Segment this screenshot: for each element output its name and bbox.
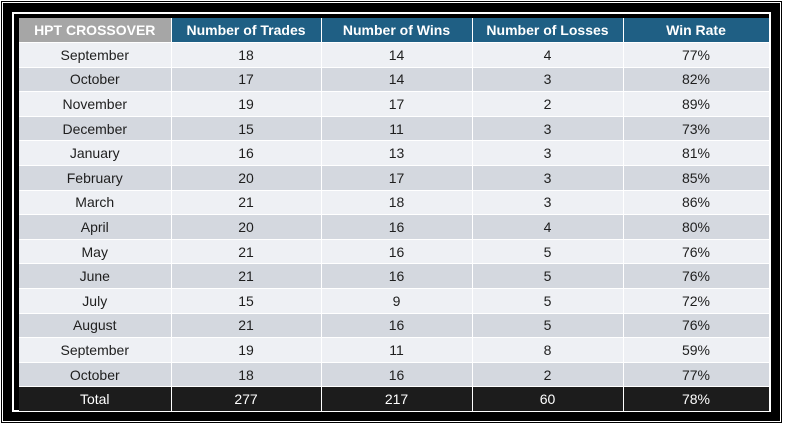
wins-cell: 16 [321,362,473,388]
month-cell: May [19,239,172,265]
wins-cell: 16 [321,313,473,339]
win-rate-cell: 85% [623,165,770,191]
losses-cell: 3 [472,190,624,216]
win-rate-cell: 86% [623,190,770,216]
table-row: September 18 14 4 77% [19,42,770,68]
trades-cell: 21 [171,263,322,289]
wins-cell: 9 [321,288,473,314]
trades-cell: 18 [171,42,322,68]
trades-cell: 20 [171,214,322,240]
wins-cell: 13 [321,140,473,166]
trades-cell: 19 [171,337,322,363]
wins-cell: 11 [321,116,473,142]
wins-cell: 16 [321,239,473,265]
trades-cell: 19 [171,91,322,117]
month-cell: July [19,288,172,314]
win-rate-cell: 76% [623,239,770,265]
header-number-of-wins: Number of Wins [321,18,473,43]
total-win-rate: 78% [623,386,770,413]
table-row: May 21 16 5 76% [19,239,770,265]
month-cell: March [19,190,172,216]
table-row: July 15 9 5 72% [19,288,770,314]
win-rate-cell: 77% [623,362,770,388]
header-win-rate: Win Rate [623,18,770,43]
trades-cell: 16 [171,140,322,166]
trades-table: HPT CROSSOVER Number of Trades Number of… [19,18,770,413]
losses-cell: 5 [472,263,624,289]
table-row: October 18 16 2 77% [19,362,770,388]
month-cell: October [19,67,172,93]
table-row: April 20 16 4 80% [19,214,770,240]
trades-cell: 21 [171,239,322,265]
wins-cell: 14 [321,67,473,93]
trades-cell: 21 [171,190,322,216]
trades-cell: 15 [171,116,322,142]
table-row: June 21 16 5 76% [19,263,770,289]
table-row: December 15 11 3 73% [19,116,770,142]
month-cell: September [19,42,172,68]
table-row: March 21 18 3 86% [19,190,770,216]
wins-cell: 17 [321,91,473,117]
wins-cell: 16 [321,263,473,289]
wins-cell: 17 [321,165,473,191]
win-rate-cell: 80% [623,214,770,240]
trades-cell: 18 [171,362,322,388]
wins-cell: 18 [321,190,473,216]
total-row: Total 277 217 60 78% [19,386,770,413]
table-row: October 17 14 3 82% [19,67,770,93]
month-cell: December [19,116,172,142]
month-cell: February [19,165,172,191]
header-number-of-trades: Number of Trades [171,18,322,43]
total-wins: 217 [321,386,473,413]
trades-cell: 17 [171,67,322,93]
win-rate-cell: 81% [623,140,770,166]
losses-cell: 4 [472,42,624,68]
table-row: January 16 13 3 81% [19,140,770,166]
win-rate-cell: 73% [623,116,770,142]
table-row: February 20 17 3 85% [19,165,770,191]
total-trades: 277 [171,386,322,413]
header-row: HPT CROSSOVER Number of Trades Number of… [19,18,770,43]
win-rate-cell: 76% [623,263,770,289]
month-cell: August [19,313,172,339]
header-number-of-losses: Number of Losses [472,18,624,43]
losses-cell: 3 [472,140,624,166]
trades-cell: 15 [171,288,322,314]
table-row: August 21 16 5 76% [19,313,770,339]
losses-cell: 2 [472,91,624,117]
losses-cell: 3 [472,67,624,93]
losses-cell: 5 [472,288,624,314]
month-cell: June [19,263,172,289]
table-row: November 19 17 2 89% [19,91,770,117]
header-strategy: HPT CROSSOVER [19,18,172,43]
table-row: September 19 11 8 59% [19,337,770,363]
losses-cell: 5 [472,239,624,265]
losses-cell: 3 [472,165,624,191]
wins-cell: 14 [321,42,473,68]
win-rate-cell: 77% [623,42,770,68]
win-rate-cell: 89% [623,91,770,117]
win-rate-cell: 59% [623,337,770,363]
losses-cell: 5 [472,313,624,339]
win-rate-cell: 82% [623,67,770,93]
total-losses: 60 [472,386,624,413]
month-cell: January [19,140,172,166]
wins-cell: 16 [321,214,473,240]
month-cell: November [19,91,172,117]
losses-cell: 2 [472,362,624,388]
losses-cell: 3 [472,116,624,142]
total-label: Total [19,386,172,413]
month-cell: April [19,214,172,240]
losses-cell: 8 [472,337,624,363]
month-cell: October [19,362,172,388]
wins-cell: 11 [321,337,473,363]
losses-cell: 4 [472,214,624,240]
trades-cell: 20 [171,165,322,191]
month-cell: September [19,337,172,363]
trades-cell: 21 [171,313,322,339]
win-rate-cell: 76% [623,313,770,339]
win-rate-cell: 72% [623,288,770,314]
